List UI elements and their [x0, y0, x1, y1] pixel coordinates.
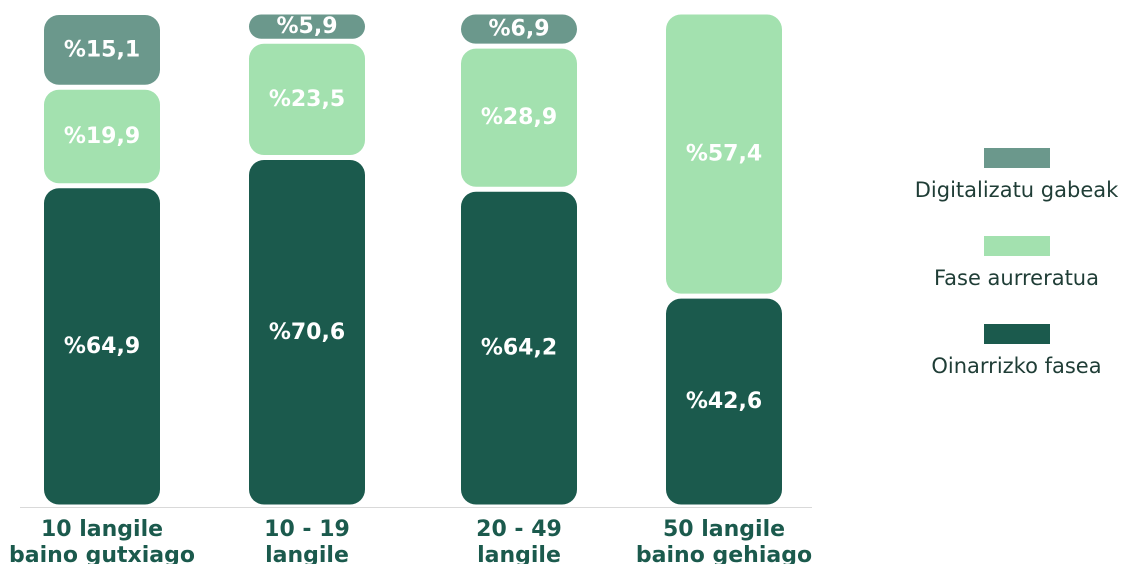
bar-oinarrizko-fasea-3	[461, 191, 577, 505]
legend-swatch-oinarrizko-fasea	[983, 324, 1050, 344]
bar-digitalizatu-gabeak-1	[44, 14, 160, 85]
x-tick-label-2-line-2: langile	[265, 543, 349, 564]
data-label-fase-aurreratua-1: %19,9	[64, 124, 140, 149]
legend-item-oinarrizko-fasea: Oinarrizko fasea	[900, 324, 1133, 378]
x-tick-label-1-line-1: 10 langile	[41, 517, 163, 542]
bar-digitalizatu-gabeak-2	[249, 14, 365, 39]
legend-swatch-digitalizatu-gabeak	[983, 148, 1050, 168]
data-label-digitalizatu-gabeak-3: %6,9	[488, 17, 549, 42]
x-tick-label-2-line-1: 10 - 19	[264, 517, 350, 542]
x-tick-label-4-line-2: baino gehiago	[636, 543, 812, 564]
legend-label-digitalizatu-gabeak: Digitalizatu gabeak	[914, 178, 1119, 202]
data-label-oinarrizko-fasea-3: %64,2	[481, 336, 557, 361]
data-label-oinarrizko-fasea-1: %64,9	[64, 334, 140, 359]
bar-fase-aurreratua-4	[666, 14, 782, 294]
bar-oinarrizko-fasea-4	[666, 298, 782, 505]
x-tick-label-3-line-2: langile	[477, 543, 561, 564]
bar-digitalizatu-gabeak-3	[461, 14, 577, 44]
legend-label-fase-aurreratua: Fase aurreratua	[933, 266, 1099, 290]
data-label-fase-aurreratua-3: %28,9	[481, 105, 557, 130]
data-label-digitalizatu-gabeak-2: %5,9	[276, 14, 337, 39]
x-tick-label-4-line-1: 50 langile	[663, 517, 785, 542]
data-label-oinarrizko-fasea-4: %42,6	[686, 389, 762, 414]
bar-fase-aurreratua-3	[461, 48, 577, 187]
legend-item-digitalizatu-gabeak: Digitalizatu gabeak	[900, 148, 1133, 202]
data-label-fase-aurreratua-2: %23,5	[269, 87, 345, 112]
legend-swatch-fase-aurreratua	[983, 236, 1050, 256]
x-tick-label-1-line-2: baino gutxiago	[9, 543, 195, 564]
data-label-digitalizatu-gabeak-1: %15,1	[64, 37, 140, 62]
legend-label-oinarrizko-fasea: Oinarrizko fasea	[931, 354, 1102, 378]
bar-oinarrizko-fasea-2	[249, 160, 365, 505]
bar-fase-aurreratua-2	[249, 43, 365, 156]
legend-item-fase-aurreratua: Fase aurreratua	[900, 236, 1133, 290]
data-label-oinarrizko-fasea-2: %70,6	[269, 320, 345, 345]
bar-oinarrizko-fasea-1	[44, 188, 160, 505]
x-tick-label-3-line-1: 20 - 49	[476, 517, 562, 542]
bar-fase-aurreratua-1	[44, 89, 160, 184]
data-label-fase-aurreratua-4: %57,4	[686, 142, 762, 167]
